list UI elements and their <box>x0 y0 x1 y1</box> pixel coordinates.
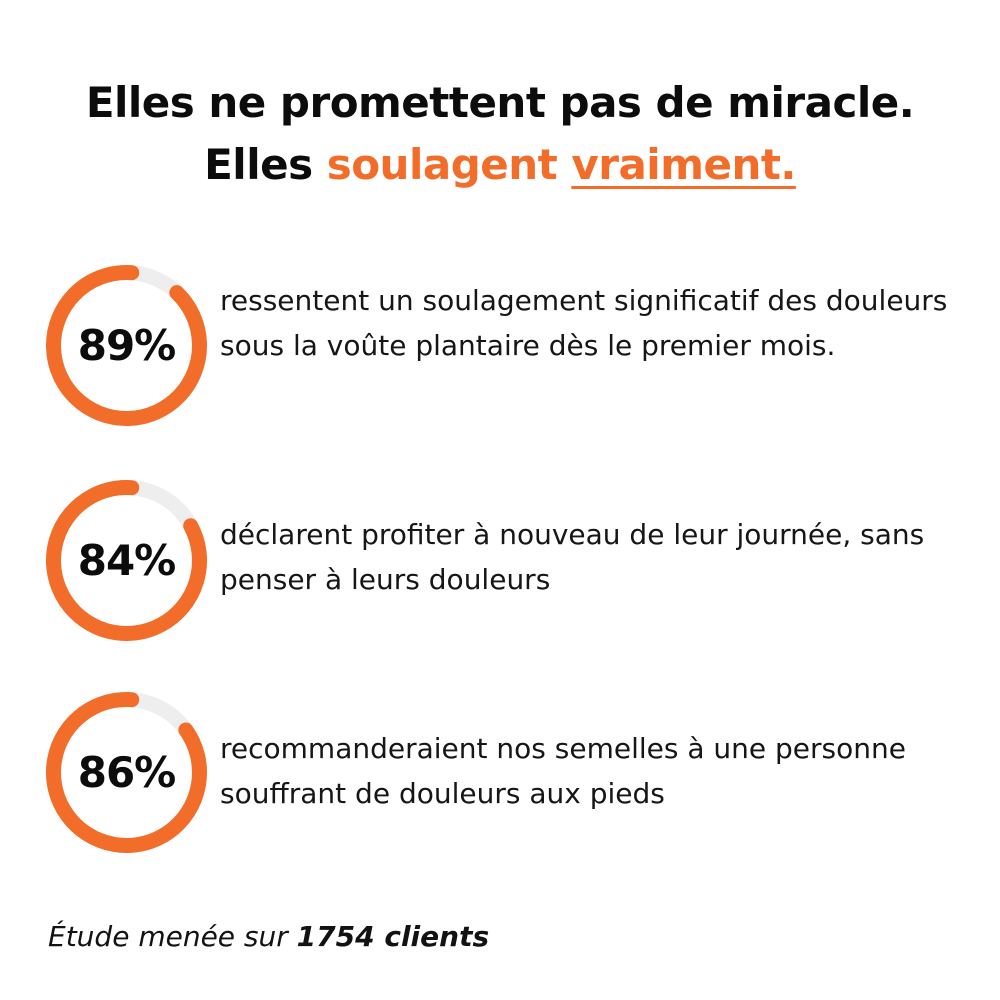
stat-value: 86% <box>77 748 177 797</box>
progress-ring-graphic <box>46 265 207 426</box>
headline: Elles ne promettent pas de miracle. Elle… <box>0 72 1000 196</box>
stat-description: ressentent un soulagement significatif d… <box>220 284 948 362</box>
progress-arc <box>46 265 207 426</box>
stat-item: 84% déclarent profiter à nouveau de leur… <box>44 478 974 643</box>
headline-underlined-word: vraiment. <box>571 140 796 189</box>
progress-ring-graphic <box>46 480 207 641</box>
stat-item: 89% ressentent un soulagement significat… <box>44 263 974 428</box>
progress-ring: 86% <box>44 690 209 855</box>
headline-prefix: Elles <box>204 140 327 189</box>
progress-ring-graphic <box>46 692 207 853</box>
progress-arc <box>46 480 207 641</box>
footnote-prefix: Étude menée sur <box>48 920 297 953</box>
stat-description: recommanderaient nos semelles à une pers… <box>220 732 906 810</box>
stat-value: 89% <box>77 321 177 370</box>
headline-accent-word: soulagent <box>326 140 558 189</box>
progress-arc <box>46 692 207 853</box>
stat-value: 84% <box>77 536 177 585</box>
footnote-emphasis: 1754 clients <box>296 920 490 953</box>
progress-ring: 84% <box>44 478 209 643</box>
progress-ring: 89% <box>44 263 209 428</box>
headline-line-1: Elles ne promettent pas de miracle. <box>85 78 915 127</box>
stat-item: 86% recommanderaient nos semelles à une … <box>44 690 974 855</box>
headline-line-2: Elles soulagent vraiment. <box>0 134 1000 196</box>
study-footnote: Étude menée sur 1754 clients <box>48 920 489 953</box>
headline-space <box>557 140 571 189</box>
stat-description: déclarent profiter à nouveau de leur jou… <box>220 518 925 596</box>
